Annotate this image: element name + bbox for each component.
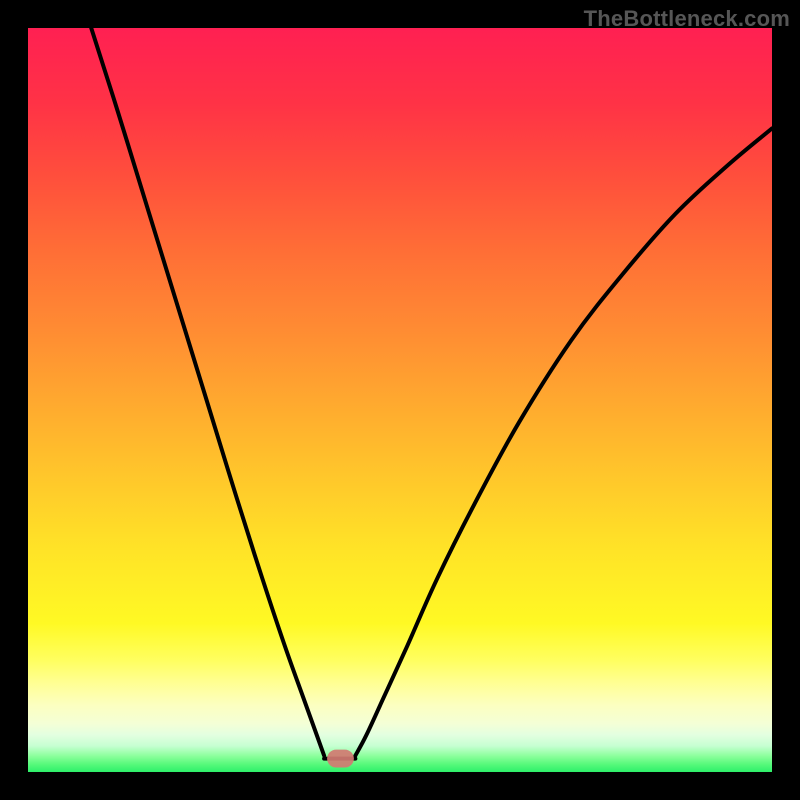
plot-area [28, 28, 772, 772]
bottleneck-chart [28, 28, 772, 772]
chart-frame: TheBottleneck.com [0, 0, 800, 800]
curve-minimum-marker [327, 750, 354, 768]
